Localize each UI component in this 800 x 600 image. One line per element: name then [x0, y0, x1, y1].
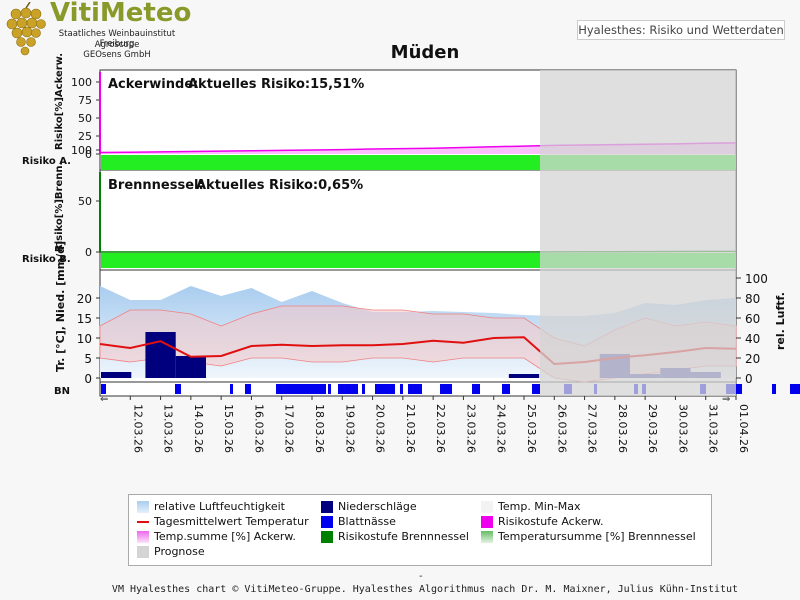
leaf-wetness-block [338, 384, 358, 394]
brennnessel-ytick-label: 100 [71, 144, 92, 157]
humidity-ytick-label: 20 [745, 352, 760, 366]
xtick-label: 16.03.26 [252, 404, 265, 453]
leaf-wetness-block [175, 384, 181, 394]
footer-credit: VM Hyalesthes chart © VitiMeteo-Gruppe. … [111, 584, 739, 595]
brennnessel-risk-annotation: Aktuelles Risiko:0,65% [196, 178, 363, 193]
scroll-left-icon[interactable]: ⇐ [100, 394, 108, 405]
legend-item-tempsum-ackerw: Temp.summe [%] Ackerw. [137, 530, 296, 544]
brennnessel-ytick-label: 50 [78, 195, 92, 208]
brennnessel-ytick-label: 0 [85, 246, 92, 259]
leaf-wetness-block [375, 384, 395, 394]
xtick-label: 25.03.26 [525, 404, 538, 453]
ackerwinde-ytick-label: 0 [85, 148, 92, 161]
side-label-bn: BN [54, 386, 70, 397]
precip-bar [508, 374, 540, 378]
humidity-ytick-label: 100 [745, 272, 768, 286]
xtick-label: 24.03.26 [495, 404, 508, 453]
xtick-label: 30.03.26 [676, 404, 689, 453]
vitimeteo-logo: VitiMeteo Staatliches Weinbauinstitut Fr… [4, 0, 191, 62]
xtick-label: 12.03.26 [131, 404, 144, 453]
leaf-wetness-block [772, 384, 776, 394]
logo-title: VitiMeteo [50, 0, 192, 28]
ackerwinde-ytick-label: 100 [71, 76, 92, 89]
leaf-wetness-block [245, 384, 251, 394]
leaf-wetness-block [440, 384, 452, 394]
app-label: Hyalesthes: Risiko und Wetterdaten [577, 20, 785, 40]
weather-ytick-label: 15 [77, 312, 92, 326]
weather-ytick-label: 10 [77, 332, 92, 346]
legend-item-humidity: relative Luftfeuchtigkeit [137, 500, 285, 514]
ackerwinde-ytick-label: 50 [78, 112, 92, 125]
legend-item-temp-mean: Tagesmittelwert Temperatur [137, 515, 309, 529]
brennnessel-title: Brennnessel: [108, 178, 204, 193]
leaf-wetness-block [472, 384, 480, 394]
xtick-label: 31.03.26 [707, 404, 720, 453]
precip-bar [145, 332, 176, 378]
xtick-label: 28.03.26 [616, 404, 629, 453]
xtick-label: 27.03.26 [586, 404, 599, 453]
legend-item-temp-minmax: Temp. Min-Max [481, 500, 581, 514]
leaf-wetness-block [230, 384, 233, 394]
xtick-label: 29.03.26 [646, 404, 659, 453]
leaf-wetness-block [362, 384, 365, 394]
xtick-label: 13.03.26 [162, 404, 175, 453]
logo-line-2: Agroscope [94, 40, 140, 50]
legend-item-precip: Niederschläge [321, 500, 417, 514]
weather-ytick-label: 0 [84, 372, 92, 386]
leaf-wetness-block [502, 384, 510, 394]
legend: relative Luftfeuchtigkeit Niederschläge … [128, 494, 712, 566]
legend-item-leaf-wetness: Blattnässe [321, 515, 396, 529]
legend-item-prognosis: Prognose [137, 545, 205, 559]
logo-line-3: GEOsens GmbH [83, 50, 151, 60]
ylabel-weather: Tr. [°C], Nied. [mm/d] [54, 241, 67, 372]
grape-icon [6, 2, 46, 56]
humidity-ytick-label: 0 [745, 372, 753, 386]
precip-bar [175, 356, 206, 378]
ackerwinde-ytick-label: 75 [78, 94, 92, 107]
xtick-label: 18.03.26 [313, 404, 326, 453]
legend-item-tempsum-brenn: Temperatursumme [%] Brennnessel [481, 530, 696, 544]
xtick-label: 01.04.26 [737, 404, 750, 453]
xtick-label: 22.03.26 [434, 404, 447, 453]
xtick-label: 20.03.26 [374, 404, 387, 453]
prognosis-shade [540, 70, 736, 396]
ylabel-ackerwinde: Risiko[%]Ackerw. [54, 53, 65, 150]
weather-ytick-label: 5 [84, 352, 92, 366]
leaf-wetness-block [400, 384, 403, 394]
chart-title: Müden [390, 42, 460, 63]
leaf-wetness-block [101, 384, 106, 394]
xtick-label: 17.03.26 [283, 404, 296, 453]
leaf-wetness-block [790, 384, 800, 394]
scroll-right-icon[interactable]: ⇒ [722, 394, 730, 405]
side-label-risiko-a: Risiko A. [22, 156, 71, 167]
leaf-wetness-block [532, 384, 540, 394]
side-label-risiko-b: Risiko B. [22, 254, 71, 265]
leaf-wetness-block [408, 384, 422, 394]
leaf-wetness-block [328, 384, 331, 394]
humidity-ytick-label: 60 [745, 312, 760, 326]
footer-dash: - [419, 571, 423, 582]
xtick-label: 23.03.26 [464, 404, 477, 453]
xtick-label: 21.03.26 [404, 404, 417, 453]
humidity-ytick-label: 40 [745, 332, 760, 346]
logo-line-1: Staatliches Weinbauinstitut Freiburg [58, 29, 176, 49]
precip-bar [101, 372, 132, 378]
legend-item-risk-ackerw: Risikostufe Ackerw. [481, 515, 603, 529]
ackerwinde-title: Ackerwinde: [108, 77, 198, 92]
xtick-label: 14.03.26 [192, 404, 205, 453]
weather-ytick-label: 20 [77, 292, 92, 306]
legend-item-risk-brenn: Risikostufe Brennnessel [321, 530, 469, 544]
xtick-label: 26.03.26 [555, 404, 568, 453]
ackerwinde-risk-annotation: Aktuelles Risiko:15,51% [188, 77, 364, 92]
leaf-wetness-block [276, 384, 326, 394]
xtick-label: 19.03.26 [343, 404, 356, 453]
ylabel-brennnessel: Risiko[%]Brenn. [54, 162, 65, 252]
humidity-ytick-label: 80 [745, 292, 760, 306]
ylabel-humidity: rel. Luftf. [774, 292, 787, 350]
ackerwinde-ytick-label: 25 [78, 130, 92, 143]
xtick-label: 15.03.26 [222, 404, 235, 453]
